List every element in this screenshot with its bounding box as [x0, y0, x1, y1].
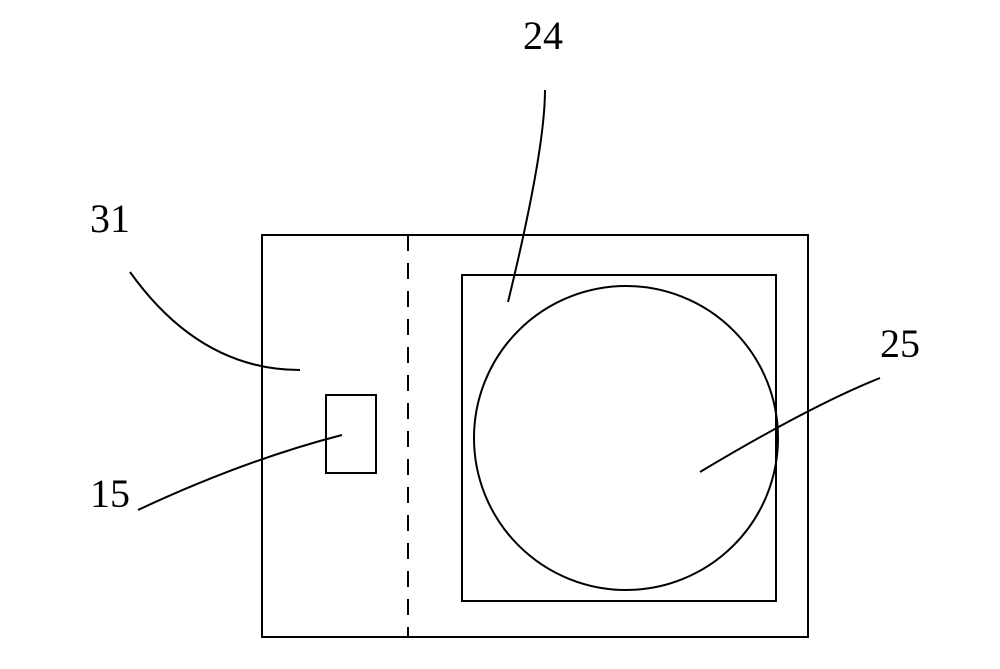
- leader-l31: [130, 272, 300, 370]
- small-rect: [326, 395, 376, 473]
- label-15: 15: [90, 470, 130, 517]
- inner-square: [462, 275, 776, 601]
- main-circle: [474, 286, 778, 590]
- leader-l24: [508, 90, 545, 302]
- diagram-stage: 24 31 25 15: [0, 0, 1000, 664]
- diagram-svg: [0, 0, 1000, 664]
- outer-rect: [262, 235, 808, 637]
- label-31: 31: [90, 195, 130, 242]
- label-24: 24: [523, 12, 563, 59]
- leader-l15: [138, 435, 342, 510]
- label-25: 25: [880, 320, 920, 367]
- leader-l25: [700, 378, 880, 472]
